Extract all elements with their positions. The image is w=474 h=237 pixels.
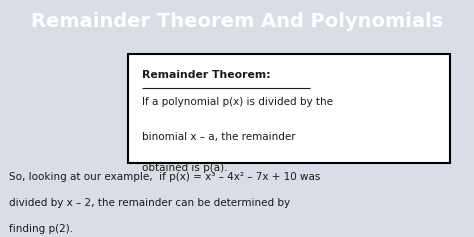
Text: If a polynomial p(x) is divided by the: If a polynomial p(x) is divided by the <box>142 97 333 107</box>
Text: Remainder Theorem And Polynomials: Remainder Theorem And Polynomials <box>31 12 443 31</box>
Text: finding p(2).: finding p(2). <box>9 224 73 234</box>
Text: obtained is p(a).: obtained is p(a). <box>142 163 228 173</box>
Text: Remainder Theorem:: Remainder Theorem: <box>142 70 271 80</box>
Text: divided by x – 2, the remainder can be determined by: divided by x – 2, the remainder can be d… <box>9 198 291 208</box>
Text: So, looking at our example,  if p(x) = x³ – 4x² – 7x + 10 was: So, looking at our example, if p(x) = x³… <box>9 172 321 182</box>
Text: binomial x – a, the remainder: binomial x – a, the remainder <box>142 132 296 142</box>
FancyBboxPatch shape <box>128 54 450 163</box>
